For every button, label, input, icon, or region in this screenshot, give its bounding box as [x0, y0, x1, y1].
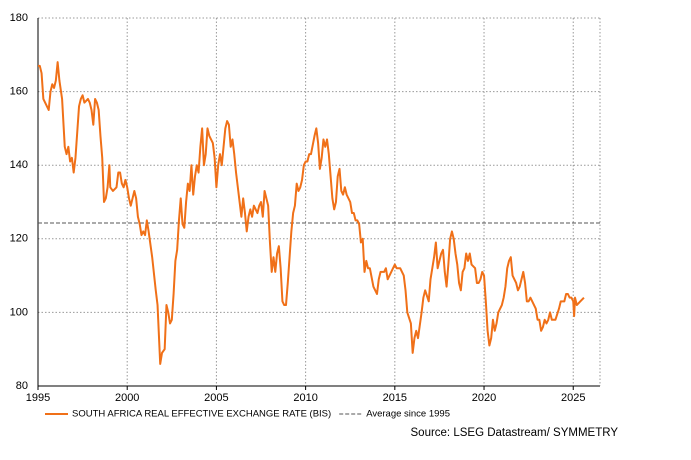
y-tick-label: 160 — [10, 86, 28, 98]
y-tick-label: 140 — [10, 159, 28, 171]
x-tick-label: 2010 — [293, 392, 317, 404]
legend-label: SOUTH AFRICA REAL EFFECTIVE EXCHANGE RAT… — [72, 409, 331, 420]
x-tick-label: 2025 — [561, 392, 585, 404]
x-tick-label: 2005 — [204, 392, 228, 404]
y-tick-label: 180 — [10, 12, 28, 24]
series-line — [38, 61, 585, 365]
y-tick-label: 100 — [10, 306, 28, 318]
x-tick-label: 2015 — [383, 392, 407, 404]
legend-label: Average since 1995 — [366, 409, 450, 420]
x-tick-label: 1995 — [26, 392, 50, 404]
source: Source: LSEG Datastream/ SYMMETRY — [411, 427, 619, 439]
x-tick-label: 2020 — [472, 392, 496, 404]
x-tick-label: 2000 — [115, 392, 139, 404]
y-tick-label: 120 — [10, 233, 28, 245]
y-tick-label: 80 — [16, 380, 28, 392]
